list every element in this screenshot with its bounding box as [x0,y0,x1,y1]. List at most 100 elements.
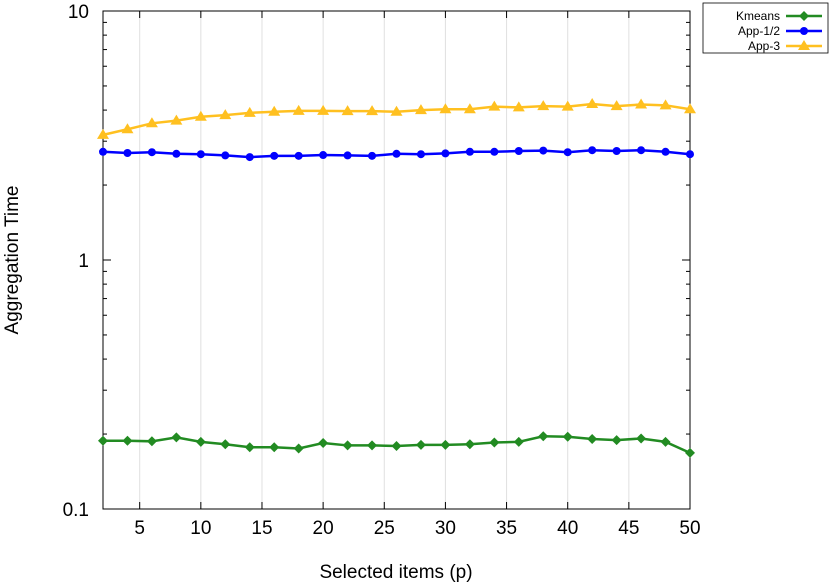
data-point [293,443,304,454]
data-point [563,148,572,157]
data-point [561,100,574,111]
legend-label: App-3 [748,39,780,53]
data-point [97,128,109,139]
data-point [661,147,670,156]
data-point [319,151,328,160]
data-point [415,439,426,450]
data-point [99,147,107,156]
data-point [488,100,501,111]
data-point [342,440,353,451]
data-point [800,27,808,35]
plot-frame [102,10,691,510]
data-point [513,436,524,447]
ticks: 5 10 15 20 25 30 35 40 45 50 0.1 1 10 [63,2,701,539]
data-point [414,104,427,115]
x-tick-label: 15 [251,518,272,539]
data-point [171,432,182,443]
data-point [586,98,599,109]
data-point [220,439,231,450]
x-tick-label: 5 [134,518,145,539]
x-tick-label: 50 [679,518,700,539]
data-point [244,442,255,453]
data-point [98,435,108,446]
x-tick-label: 25 [374,518,395,539]
data-point [612,147,621,156]
data-point [294,151,303,160]
data-point [798,40,810,50]
legend-label: Kmeans [736,9,780,23]
data-point [684,103,696,114]
data-point [194,110,207,121]
data-point [439,103,452,114]
data-point [170,114,183,125]
y-axis-label: Aggregation Time [2,186,23,335]
data-point [637,146,646,155]
series [97,98,696,458]
x-tick-label: 20 [313,518,334,539]
data-point [392,149,401,158]
grid [139,11,630,509]
data-point [123,148,132,157]
data-point [489,437,500,448]
data-point [146,436,157,447]
data-point [245,153,254,162]
data-point [269,442,280,453]
data-point [441,149,450,158]
data-point [464,439,475,450]
y-tick-label: 0.1 [63,500,89,521]
data-point [465,147,474,156]
data-point [635,98,648,109]
data-point [270,151,279,160]
data-point [219,109,232,120]
data-point [587,434,598,445]
data-point [514,147,523,156]
data-point [196,150,205,159]
data-point [562,431,573,442]
data-point [221,151,230,160]
data-point [799,11,809,21]
data-point [538,431,549,442]
data-point [292,104,305,115]
y-tick-label: 10 [68,2,89,23]
data-point [440,439,451,450]
x-tick-label: 40 [557,518,578,539]
x-tick-label: 10 [190,518,211,539]
data-point [318,438,329,449]
data-point [686,150,694,159]
data-point [172,149,181,158]
data-point [611,435,622,446]
data-point [243,106,256,117]
data-point [317,104,330,115]
data-point [512,101,525,112]
data-point [685,447,695,458]
series-app-1-2 [99,146,694,162]
y-tick-label: 1 [78,251,89,272]
x-tick-label: 45 [618,518,639,539]
data-point [390,105,403,116]
data-point [660,436,671,447]
data-point [588,146,597,155]
data-point [341,105,354,116]
data-point [122,435,133,446]
data-point [416,150,425,159]
data-point [366,105,379,116]
data-point [636,433,647,444]
data-point [539,146,548,155]
series-kmeans [98,431,695,458]
data-point [145,117,158,128]
data-point [195,436,206,447]
legend-box [702,2,829,54]
data-point [343,151,352,160]
data-point [268,105,281,116]
data-point [121,123,134,134]
data-point [537,100,550,111]
data-point [610,100,623,111]
data-point [463,103,476,114]
data-point [147,148,156,157]
series-app-3 [97,98,696,139]
x-axis-label: Selected items (p) [319,562,472,583]
data-point [391,441,402,452]
x-tick-label: 30 [435,518,456,539]
